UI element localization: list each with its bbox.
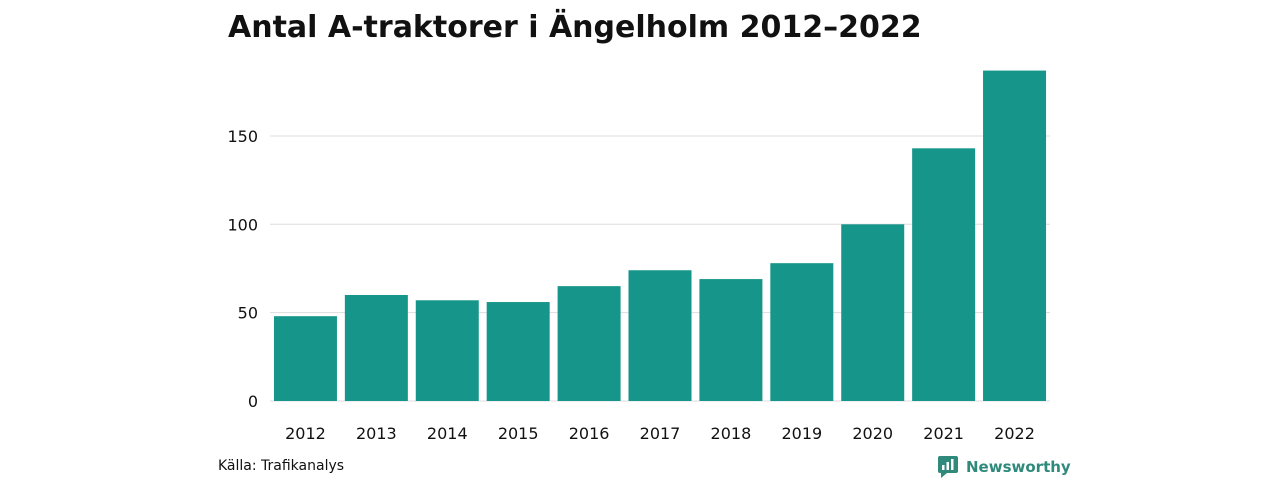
bar-2018	[699, 279, 763, 401]
x-tick-label: 2018	[711, 424, 752, 443]
bar-2013	[344, 294, 408, 401]
bar-2015	[486, 302, 550, 401]
bar-2020	[841, 224, 905, 401]
x-tick-label: 2021	[923, 424, 964, 443]
x-tick-label: 2020	[852, 424, 893, 443]
x-tick-label: 2013	[356, 424, 397, 443]
source-note: Källa: Trafikanalys	[218, 458, 345, 474]
y-axis-tick-labels: 0 50 100 150	[227, 127, 258, 411]
brand-name: Newsworthy	[966, 458, 1071, 476]
bars	[273, 70, 1047, 402]
x-tick-label: 2022	[994, 424, 1035, 443]
x-tick-label: 2014	[427, 424, 468, 443]
bar-2017	[628, 270, 692, 401]
chart-title: Antal A-traktorer i Ängelholm 2012–2022	[228, 10, 922, 45]
bar-2021	[912, 148, 976, 401]
x-tick-label: 2019	[781, 424, 822, 443]
y-tick-label: 50	[238, 304, 258, 323]
bar-2022	[983, 70, 1047, 402]
y-tick-label: 0	[248, 392, 258, 411]
x-axis-tick-labels: 2012 2013 2014 2015 2016 2017 2018 2019 2020 2021…	[285, 424, 1035, 443]
y-tick-label: 150	[227, 127, 258, 146]
brand-logo[interactable]: Newsworthy	[938, 456, 1071, 478]
x-tick-label: 2016	[569, 424, 610, 443]
x-tick-label: 2015	[498, 424, 539, 443]
bar-2014	[415, 300, 479, 401]
x-tick-label: 2012	[285, 424, 326, 443]
bar-2016	[557, 286, 621, 401]
bar-2019	[770, 263, 834, 401]
x-tick-label: 2017	[640, 424, 681, 443]
bar-2012	[273, 316, 337, 401]
newsworthy-logo-icon	[938, 456, 958, 478]
y-tick-label: 100	[227, 215, 258, 234]
